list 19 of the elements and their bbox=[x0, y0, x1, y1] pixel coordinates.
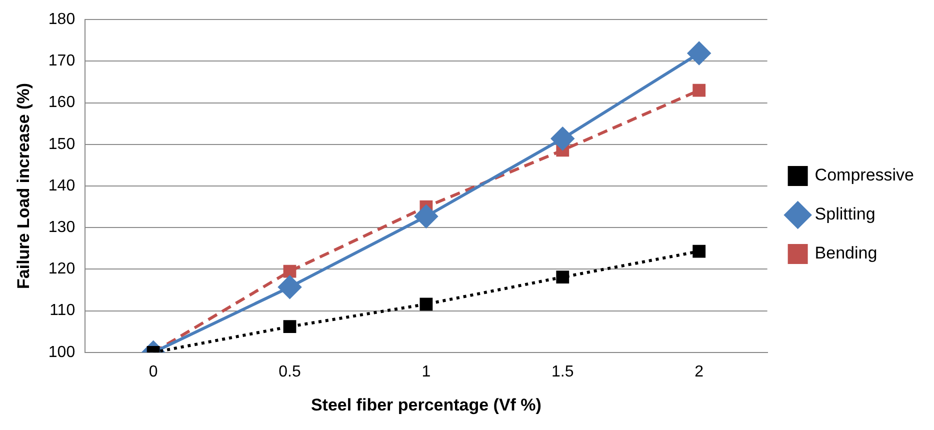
legend-label: Compressive bbox=[814, 166, 914, 185]
x-tick-label: 0.5 bbox=[278, 363, 301, 380]
legend-label: Splitting bbox=[814, 204, 876, 224]
y-tick-label: 180 bbox=[48, 11, 76, 28]
x-axis-title: Steel fiber percentage (Vf %) bbox=[310, 395, 542, 414]
y-tick-label: 100 bbox=[48, 344, 76, 361]
y-tick-label: 110 bbox=[50, 302, 76, 320]
legend-label: Bending bbox=[814, 244, 878, 263]
y-tick-label: 170 bbox=[48, 52, 76, 70]
y-axis-title: Failure Load increase (%) bbox=[14, 83, 33, 289]
x-tick-label: 2 bbox=[694, 363, 704, 380]
y-tick-label: 150 bbox=[48, 136, 76, 153]
y-tick-label: 140 bbox=[48, 177, 76, 194]
y-tick-label: 160 bbox=[48, 94, 76, 112]
x-tick-label: 0 bbox=[148, 363, 158, 380]
x-tick-label: 1 bbox=[422, 363, 431, 380]
y-tick-label: 120 bbox=[48, 260, 76, 278]
x-tick-label: 1.5 bbox=[552, 363, 574, 380]
y-tick-label: 130 bbox=[48, 219, 76, 236]
